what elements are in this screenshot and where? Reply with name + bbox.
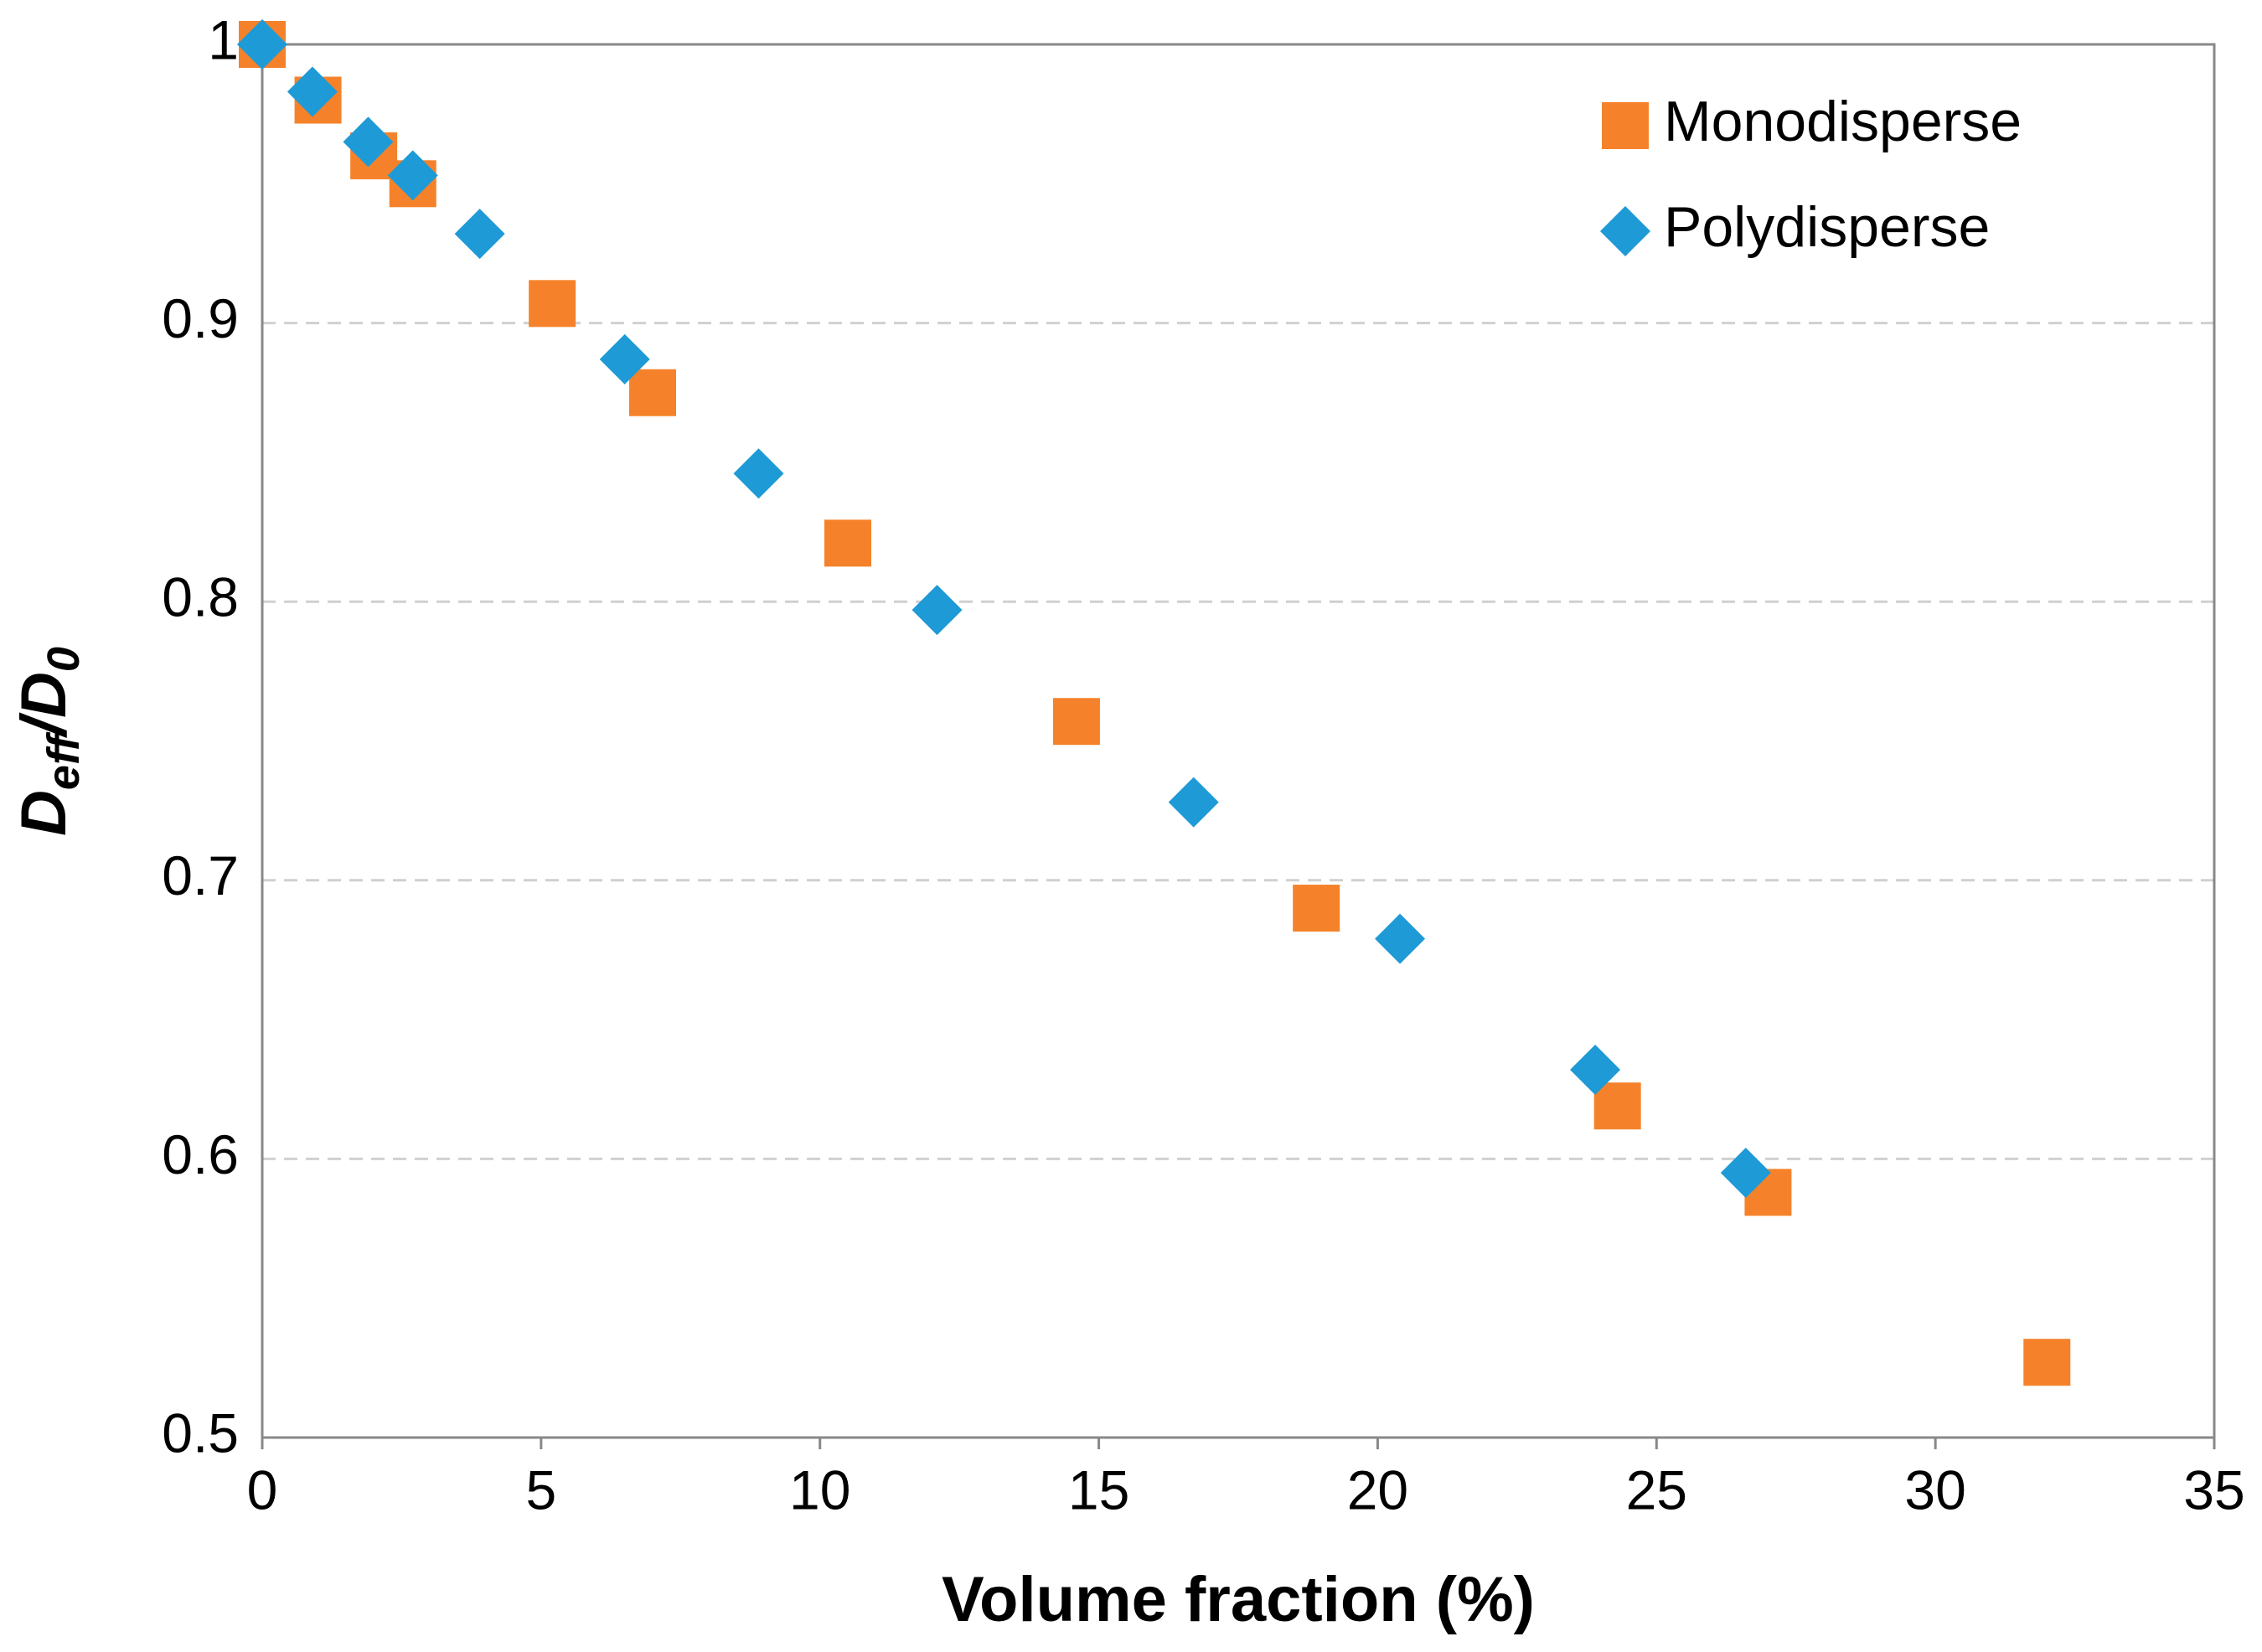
y-title-sub: eff <box>39 731 89 790</box>
diamond-marker <box>343 116 394 168</box>
x-tick-label: 5 <box>525 1458 556 1520</box>
x-axis-title: Volume fraction (%) <box>942 1564 1535 1635</box>
x-tick-label: 10 <box>789 1458 850 1520</box>
y-tick-label: 0.5 <box>162 1402 239 1464</box>
y-tick-label: 0.9 <box>162 287 239 349</box>
diamond-marker <box>237 19 287 70</box>
plot-border <box>261 43 2216 1439</box>
y-axis-title: Deff/D0 <box>8 647 89 836</box>
diamond-marker <box>733 448 784 499</box>
diamond-marker <box>387 150 438 201</box>
y-tick-label: 0.8 <box>162 566 239 628</box>
square-marker <box>629 369 676 416</box>
diamond-marker <box>1375 913 1426 964</box>
y-title-part: /D <box>8 672 80 738</box>
y-tick-label: 0.7 <box>162 844 239 906</box>
x-tick-label: 0 <box>247 1458 278 1520</box>
y-tick-label: 1 <box>208 8 239 70</box>
legend-label: Monodisperse <box>1664 90 2022 153</box>
x-tick-label: 35 <box>2183 1458 2244 1520</box>
diamond-marker <box>287 66 338 117</box>
x-tick-label: 20 <box>1347 1458 1408 1520</box>
diamond-marker <box>1570 1044 1621 1095</box>
square-marker <box>529 280 576 328</box>
x-tick-label: 25 <box>1626 1458 1687 1520</box>
legend-label: Polydisperse <box>1664 195 1990 259</box>
square-marker <box>824 519 871 567</box>
diamond-marker <box>454 209 505 260</box>
y-title-sub: 0 <box>39 647 89 672</box>
diamond-marker <box>1720 1148 1771 1199</box>
square-marker <box>1602 102 1649 149</box>
diamond-marker <box>1168 777 1219 828</box>
diamond-marker <box>1600 206 1650 256</box>
square-marker <box>2023 1339 2071 1386</box>
square-marker <box>1052 698 1100 746</box>
square-marker <box>1293 885 1340 932</box>
diamond-marker <box>912 585 963 636</box>
x-tick-label: 15 <box>1068 1458 1129 1520</box>
y-title-part: D <box>8 790 80 836</box>
square-marker <box>1593 1082 1641 1130</box>
diamond-marker <box>599 333 650 385</box>
x-tick-label: 30 <box>1904 1458 1965 1520</box>
y-tick-label: 0.6 <box>162 1123 239 1185</box>
